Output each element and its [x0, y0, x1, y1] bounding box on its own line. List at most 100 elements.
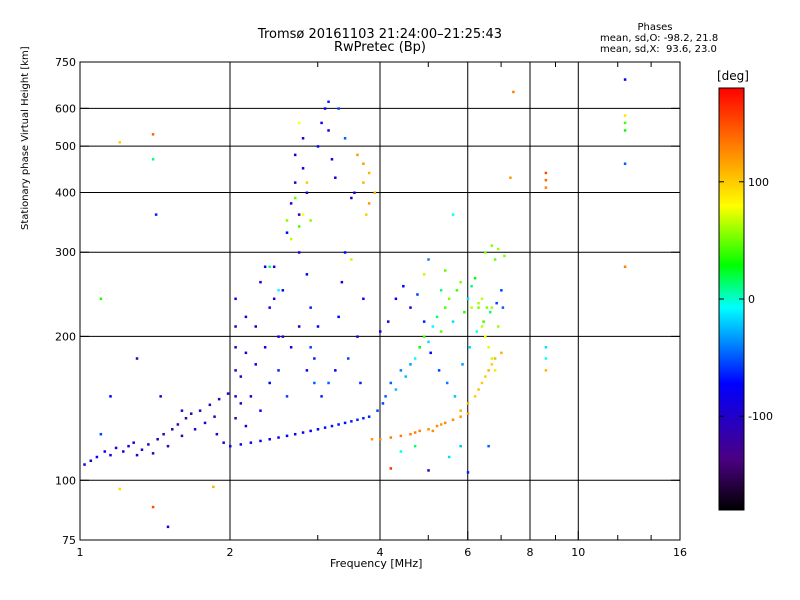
data-point	[114, 446, 118, 450]
data-point	[512, 90, 515, 94]
data-point	[151, 158, 155, 161]
data-point	[623, 265, 627, 269]
data-point	[399, 369, 403, 372]
data-point	[293, 153, 297, 157]
data-point	[277, 289, 280, 292]
data-point	[427, 258, 430, 261]
data-point	[334, 369, 337, 372]
data-point	[239, 443, 243, 446]
y-tick-label: 300	[55, 246, 76, 259]
data-point	[451, 320, 455, 323]
data-point	[350, 196, 353, 200]
data-point	[166, 525, 170, 529]
x-tick-label: 16	[673, 546, 687, 559]
data-point	[249, 441, 253, 444]
data-point	[222, 441, 225, 444]
data-point	[320, 121, 323, 125]
data-point	[313, 381, 316, 385]
data-point	[234, 325, 237, 328]
data-point	[343, 251, 347, 254]
data-point	[254, 325, 257, 328]
data-point	[487, 346, 490, 349]
data-point	[422, 320, 426, 323]
data-point	[118, 141, 121, 144]
data-point	[285, 395, 289, 398]
data-point	[263, 346, 267, 349]
data-point	[443, 269, 447, 272]
data-point	[109, 453, 112, 457]
points-layer	[83, 78, 627, 529]
data-point	[151, 452, 155, 455]
data-point	[422, 273, 426, 276]
data-point	[473, 395, 477, 398]
data-point	[180, 434, 184, 438]
data-point	[466, 297, 470, 301]
data-point	[254, 363, 257, 366]
data-point	[99, 432, 103, 436]
phase-stats-box: Phases mean, sd,O: -98.2, 21.8 mean, sd,…	[600, 22, 718, 55]
data-point	[215, 432, 219, 436]
data-point	[239, 375, 243, 378]
data-point	[402, 284, 405, 288]
data-point	[316, 428, 320, 431]
data-point	[466, 402, 470, 405]
data-point	[381, 402, 385, 405]
data-point	[135, 357, 139, 360]
data-point	[147, 443, 150, 446]
chart-title: Tromsø 20161103 21:24:00–21:25:43	[257, 27, 503, 42]
data-point	[305, 181, 309, 184]
data-point	[362, 297, 365, 301]
data-point	[470, 306, 473, 309]
data-point	[487, 369, 490, 372]
data-point	[122, 450, 125, 453]
data-point	[409, 306, 412, 309]
data-point	[501, 306, 505, 309]
data-point	[544, 346, 548, 349]
data-point	[356, 335, 359, 338]
data-point	[470, 284, 473, 288]
y-tick-label: 750	[55, 56, 76, 69]
data-point	[323, 107, 327, 110]
colorbar-tick-label: -100	[748, 410, 773, 423]
data-point	[623, 162, 627, 165]
data-point	[435, 315, 439, 319]
y-tick-label: 75	[62, 534, 76, 547]
data-point	[544, 369, 548, 372]
data-point	[362, 416, 365, 420]
data-point	[337, 315, 340, 319]
data-point	[409, 363, 412, 366]
data-point	[249, 395, 253, 398]
colorbar-tick-label: 100	[748, 176, 769, 189]
data-point	[490, 357, 494, 360]
data-point	[484, 375, 487, 378]
data-point	[480, 381, 484, 385]
data-point	[439, 423, 443, 426]
data-point	[362, 181, 365, 184]
data-point	[623, 78, 627, 81]
data-point	[422, 335, 426, 338]
data-point	[156, 437, 159, 441]
data-point	[213, 415, 216, 418]
data-point	[445, 381, 449, 385]
x-tick-label: 4	[377, 546, 384, 559]
data-point	[367, 415, 371, 418]
data-point	[623, 114, 627, 117]
data-point	[234, 369, 237, 372]
data-point	[337, 423, 340, 426]
data-point	[309, 346, 312, 349]
data-point	[281, 289, 285, 292]
data-point	[343, 137, 347, 140]
data-point	[451, 213, 455, 216]
data-point	[353, 191, 356, 194]
data-point	[477, 301, 480, 305]
data-point	[293, 196, 297, 200]
data-point	[350, 420, 353, 423]
data-point	[427, 428, 430, 431]
data-point	[180, 409, 184, 412]
x-tick-label: 2	[227, 546, 234, 559]
data-point	[500, 351, 503, 355]
data-point	[127, 444, 130, 448]
data-point	[268, 437, 271, 441]
data-point	[466, 412, 470, 415]
data-point	[346, 357, 350, 360]
